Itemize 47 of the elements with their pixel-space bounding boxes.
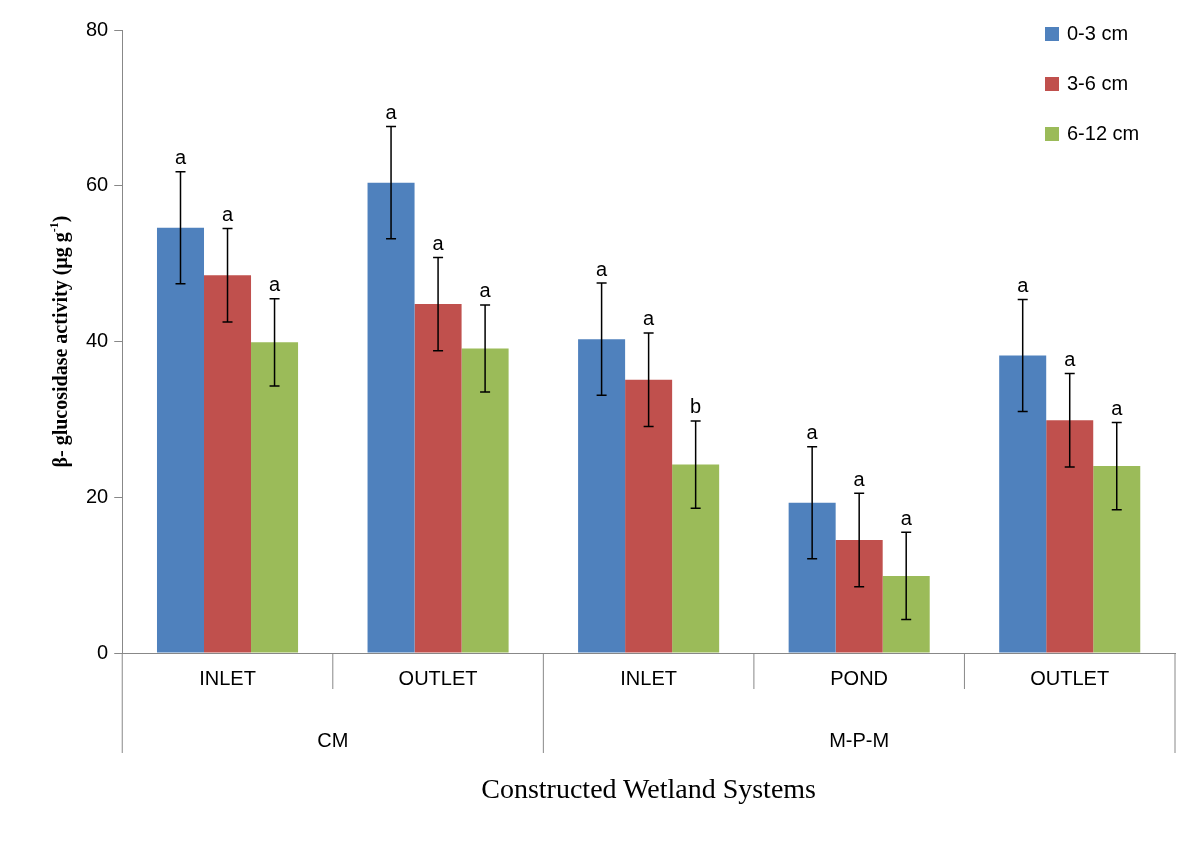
bar [251,342,299,653]
data-label: a [900,506,913,529]
data-label: a [1111,397,1124,420]
data-label: b [690,395,702,418]
y-axis-title: β- glucosidase activity (µg g-1) [47,215,73,468]
x-tick-label: POND [830,666,889,689]
data-label: a [432,231,445,254]
y-tick-label: 20 [86,484,109,507]
y-tick-label: 60 [86,173,109,196]
bar [461,348,509,653]
bar [578,339,626,653]
bar [204,275,252,653]
bar [835,540,883,653]
x-axis-title: Constructed Wetland Systems [481,773,817,805]
legend-label: 6-12 cm [1067,121,1140,144]
bar [788,502,836,653]
data-label: a [1017,273,1030,296]
bar [882,575,930,653]
bar [1046,420,1094,653]
x-tick-label: INLET [620,666,677,689]
data-label: a [268,273,281,296]
bar [999,355,1047,653]
bar [367,182,415,653]
data-label: a [174,146,187,169]
bar [414,304,462,653]
data-label: a [1064,347,1077,370]
bar [672,464,720,653]
bar [625,379,673,653]
x-tick-label: OUTLET [1030,666,1110,689]
y-tick-label: 40 [86,329,109,352]
data-label: a [221,203,234,226]
text: CM [317,728,349,751]
data-label: a [853,467,866,490]
data-label: a [643,307,656,330]
y-tick-label: 80 [86,17,109,40]
data-label: a [806,421,819,444]
data-label: a [479,279,492,302]
x-tick-label: INLET [199,666,256,689]
bar [156,227,205,653]
data-label: a [596,257,609,280]
x-tick-label: OUTLET [398,666,478,689]
bar [1093,466,1141,653]
text: M-P-M [829,728,890,751]
data-label: a [385,101,398,124]
legend-label: 3-6 cm [1067,71,1129,94]
y-tick-label: 0 [97,640,109,663]
legend-label: 0-3 cm [1067,21,1129,44]
